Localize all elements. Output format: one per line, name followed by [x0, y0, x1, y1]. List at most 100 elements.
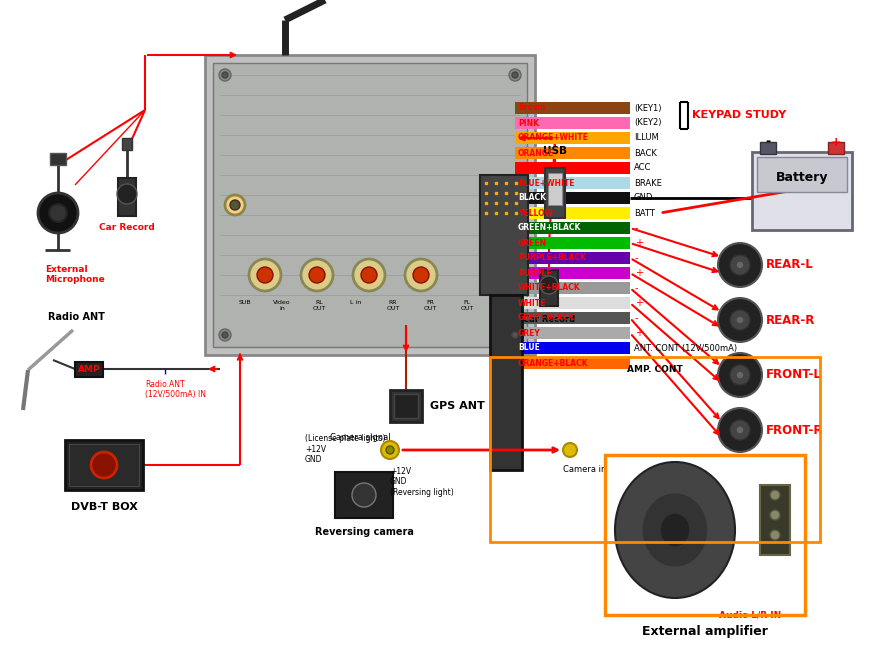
Circle shape — [229, 200, 240, 210]
FancyBboxPatch shape — [335, 472, 393, 518]
Text: RR
OUT: RR OUT — [386, 300, 399, 311]
Text: FL
OUT: FL OUT — [460, 300, 473, 311]
Circle shape — [386, 446, 394, 454]
Circle shape — [729, 255, 749, 275]
FancyBboxPatch shape — [65, 440, 143, 490]
Text: GREY+BLACK: GREY+BLACK — [517, 313, 574, 323]
Text: Radio.ANT
(12V/500mA) IN: Radio.ANT (12V/500mA) IN — [145, 380, 206, 399]
Text: +: + — [634, 298, 642, 308]
Ellipse shape — [614, 462, 734, 598]
Text: Brown: Brown — [517, 104, 545, 112]
Text: (License plate lights)
+12V
GND: (License plate lights) +12V GND — [305, 434, 385, 464]
FancyBboxPatch shape — [760, 142, 775, 154]
Text: +: + — [634, 328, 642, 338]
Text: BATT: BATT — [634, 208, 654, 217]
FancyBboxPatch shape — [514, 192, 629, 204]
Circle shape — [308, 267, 325, 283]
Text: GREEN+BLACK: GREEN+BLACK — [517, 223, 580, 233]
Ellipse shape — [660, 513, 689, 547]
Text: L in: L in — [350, 300, 362, 305]
Text: PINK: PINK — [517, 118, 539, 128]
FancyBboxPatch shape — [827, 142, 843, 154]
Circle shape — [717, 353, 761, 397]
Text: PURPLE: PURPLE — [517, 268, 551, 278]
Text: (KEY1): (KEY1) — [634, 104, 660, 112]
Circle shape — [116, 184, 136, 204]
FancyBboxPatch shape — [489, 295, 521, 470]
Circle shape — [540, 276, 557, 294]
Text: Camera signal: Camera signal — [329, 433, 390, 442]
FancyBboxPatch shape — [514, 162, 629, 174]
Text: ANT. CONT (12V/500mA): ANT. CONT (12V/500mA) — [634, 344, 736, 352]
Text: ACC: ACC — [634, 163, 651, 173]
Text: AMP: AMP — [77, 364, 100, 373]
FancyBboxPatch shape — [514, 102, 629, 114]
FancyBboxPatch shape — [480, 175, 527, 295]
Text: Reversing camera: Reversing camera — [315, 527, 413, 537]
Circle shape — [413, 267, 428, 283]
Ellipse shape — [641, 492, 707, 567]
Circle shape — [381, 441, 399, 459]
FancyBboxPatch shape — [514, 342, 629, 354]
Text: YELLOW: YELLOW — [517, 208, 553, 217]
Text: BACK: BACK — [634, 149, 656, 157]
Circle shape — [225, 195, 245, 215]
Text: GND: GND — [634, 194, 653, 202]
Text: PURPLE+BLACK: PURPLE+BLACK — [517, 254, 586, 262]
FancyBboxPatch shape — [118, 178, 136, 216]
Circle shape — [352, 483, 375, 507]
FancyBboxPatch shape — [394, 394, 417, 418]
Text: REAR-L: REAR-L — [765, 258, 813, 272]
FancyBboxPatch shape — [514, 282, 629, 294]
Text: GREY: GREY — [517, 329, 541, 338]
Circle shape — [38, 193, 78, 233]
Text: Camera in: Camera in — [562, 465, 606, 474]
Text: WHITE: WHITE — [517, 299, 546, 307]
Text: SUB: SUB — [238, 300, 251, 305]
FancyBboxPatch shape — [514, 267, 629, 279]
Circle shape — [508, 329, 521, 341]
Circle shape — [769, 490, 779, 500]
Text: ORANGE+BLACK: ORANGE+BLACK — [517, 358, 587, 368]
Circle shape — [256, 267, 273, 283]
Circle shape — [512, 72, 517, 78]
FancyBboxPatch shape — [213, 63, 527, 347]
Text: Audio L/R IN: Audio L/R IN — [718, 610, 780, 619]
Text: +: + — [634, 268, 642, 278]
FancyBboxPatch shape — [514, 297, 629, 309]
FancyBboxPatch shape — [514, 177, 629, 189]
Circle shape — [219, 329, 231, 341]
FancyBboxPatch shape — [514, 237, 629, 249]
Text: External
Microphone: External Microphone — [45, 265, 104, 284]
FancyBboxPatch shape — [760, 485, 789, 555]
Circle shape — [717, 243, 761, 287]
Circle shape — [405, 259, 436, 291]
Text: BLACK: BLACK — [517, 194, 546, 202]
FancyBboxPatch shape — [389, 390, 421, 422]
Text: KEYPAD STUDY: KEYPAD STUDY — [691, 110, 786, 120]
FancyBboxPatch shape — [514, 222, 629, 234]
Text: -: - — [634, 223, 638, 233]
Circle shape — [769, 530, 779, 540]
Circle shape — [222, 332, 228, 338]
Circle shape — [735, 426, 743, 434]
FancyBboxPatch shape — [514, 357, 629, 369]
Text: -: - — [634, 313, 638, 323]
Text: Radio ANT: Radio ANT — [48, 312, 105, 322]
FancyBboxPatch shape — [514, 147, 629, 159]
Text: FR
OUT: FR OUT — [423, 300, 436, 311]
FancyBboxPatch shape — [75, 362, 103, 377]
Circle shape — [717, 408, 761, 452]
Circle shape — [562, 443, 576, 457]
Text: Car Record: Car Record — [99, 223, 155, 232]
Circle shape — [769, 510, 779, 520]
FancyBboxPatch shape — [544, 168, 564, 218]
FancyBboxPatch shape — [122, 138, 132, 150]
Text: DVB-T BOX: DVB-T BOX — [70, 502, 137, 512]
FancyBboxPatch shape — [514, 252, 629, 264]
Text: GPS ANT: GPS ANT — [429, 401, 484, 411]
Text: ILLUM: ILLUM — [634, 134, 658, 143]
Text: FRONT-L: FRONT-L — [765, 368, 821, 381]
FancyBboxPatch shape — [514, 117, 629, 129]
Text: AMP. CONT: AMP. CONT — [627, 365, 682, 374]
